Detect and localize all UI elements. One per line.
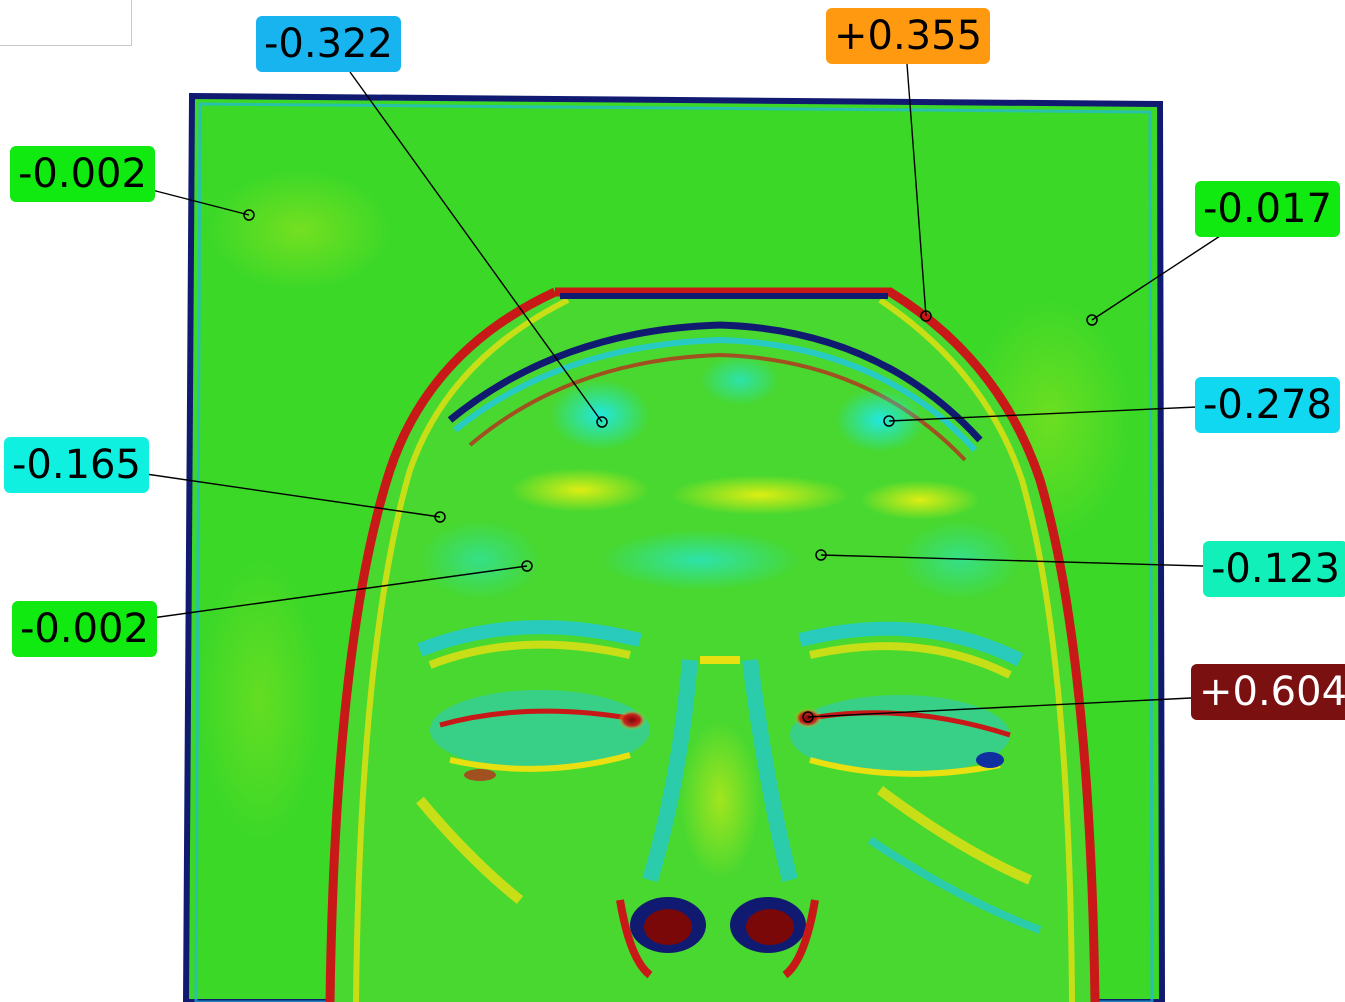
leader-line — [807, 697, 1192, 718]
probe-point — [802, 711, 814, 723]
deviation-label: -0.278 — [1195, 377, 1340, 433]
annotation-leaders — [145, 63, 1221, 718]
leader-line — [906, 63, 927, 317]
deviation-label: +0.355 — [826, 8, 991, 64]
probe-point — [521, 560, 533, 572]
deviation-label: -0.002 — [12, 601, 157, 657]
leader-line — [820, 554, 1204, 567]
leader-line — [151, 565, 528, 619]
deviation-label: +0.604 — [1191, 664, 1345, 720]
deviation-label: -0.165 — [4, 437, 149, 493]
probe-point — [243, 209, 255, 221]
leader-line — [151, 189, 250, 216]
leader-line — [349, 71, 603, 423]
probe-point — [1086, 314, 1098, 326]
leader-line — [1091, 235, 1221, 321]
probe-point — [434, 511, 446, 523]
deviation-label: -0.002 — [10, 146, 155, 202]
corner-panel — [0, 0, 132, 46]
face-surface — [325, 287, 1100, 1002]
leader-line — [888, 406, 1198, 422]
probe-point — [920, 310, 932, 322]
probe-markers — [243, 209, 1098, 723]
leader-line — [145, 473, 441, 518]
probe-point — [883, 415, 895, 427]
probe-point — [815, 549, 827, 561]
deviation-label: -0.123 — [1203, 541, 1345, 597]
deviation-label: -0.017 — [1195, 181, 1340, 237]
probe-point — [596, 416, 608, 428]
deviation-label: -0.322 — [256, 16, 401, 72]
